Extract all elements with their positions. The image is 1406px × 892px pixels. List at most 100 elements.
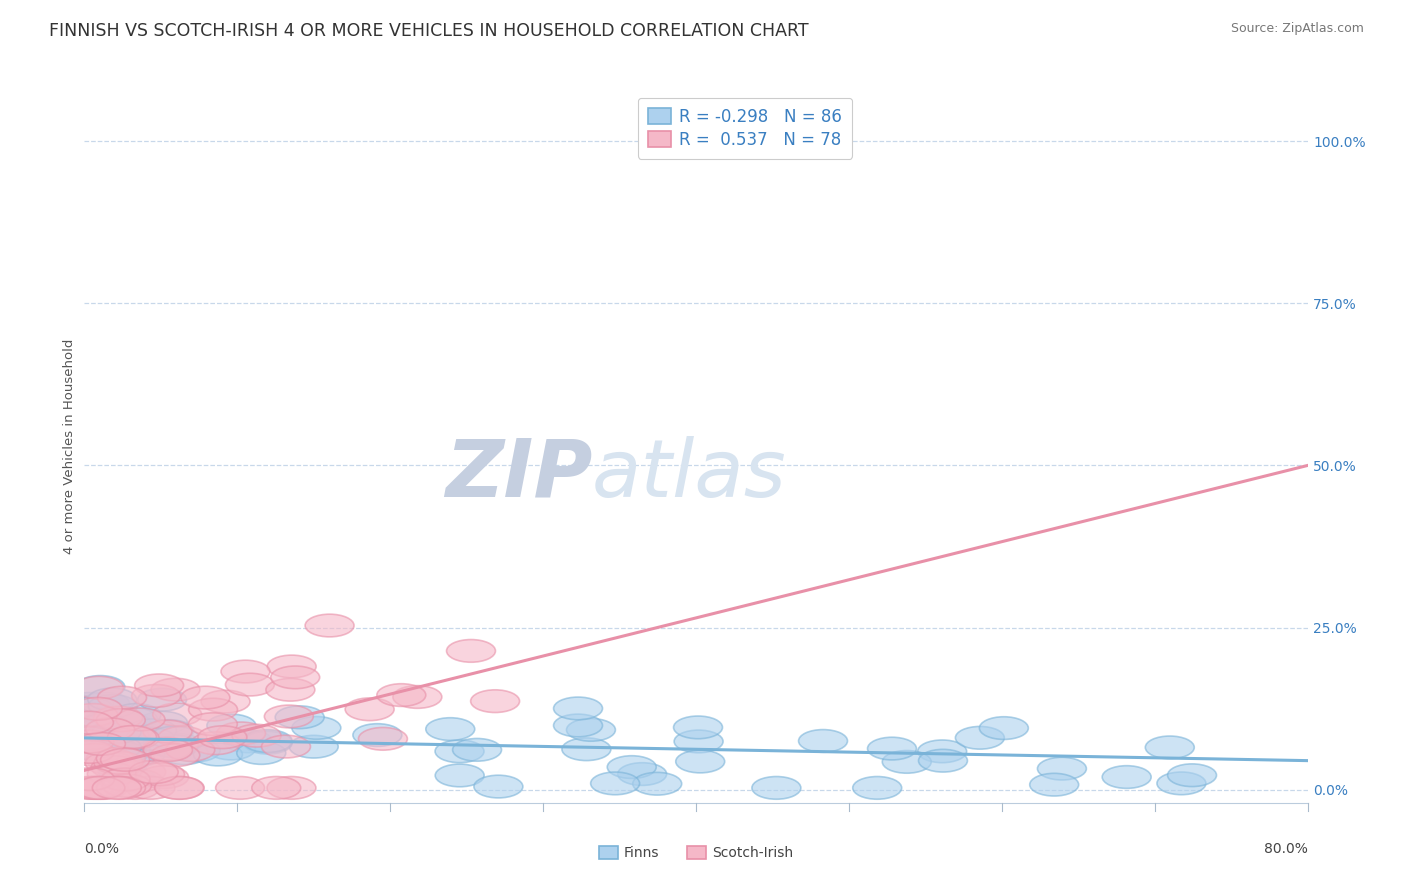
Ellipse shape <box>97 756 146 778</box>
Ellipse shape <box>97 742 146 764</box>
Ellipse shape <box>96 720 143 742</box>
Ellipse shape <box>236 741 285 764</box>
Ellipse shape <box>918 740 967 763</box>
Ellipse shape <box>117 743 165 765</box>
Ellipse shape <box>65 711 114 734</box>
Ellipse shape <box>86 752 134 774</box>
Ellipse shape <box>181 686 229 709</box>
Ellipse shape <box>956 726 1004 749</box>
Ellipse shape <box>266 679 315 701</box>
Ellipse shape <box>93 777 141 799</box>
Ellipse shape <box>172 739 221 762</box>
Ellipse shape <box>799 730 848 752</box>
Ellipse shape <box>188 698 238 721</box>
Ellipse shape <box>75 777 124 799</box>
Ellipse shape <box>69 738 118 760</box>
Ellipse shape <box>152 733 201 756</box>
Ellipse shape <box>86 748 135 771</box>
Legend: Finns, Scotch-Irish: Finns, Scotch-Irish <box>592 839 800 867</box>
Ellipse shape <box>232 724 281 747</box>
Ellipse shape <box>271 666 319 689</box>
Ellipse shape <box>305 615 354 637</box>
Ellipse shape <box>377 683 426 706</box>
Text: Source: ZipAtlas.com: Source: ZipAtlas.com <box>1230 22 1364 36</box>
Ellipse shape <box>224 730 273 753</box>
Ellipse shape <box>89 737 138 760</box>
Y-axis label: 4 or more Vehicles in Household: 4 or more Vehicles in Household <box>63 338 76 554</box>
Ellipse shape <box>434 740 484 763</box>
Ellipse shape <box>76 732 125 756</box>
Ellipse shape <box>353 723 402 747</box>
Text: atlas: atlas <box>592 435 787 514</box>
Ellipse shape <box>91 756 141 779</box>
Ellipse shape <box>143 739 193 762</box>
Ellipse shape <box>107 768 156 790</box>
Ellipse shape <box>276 706 325 729</box>
Ellipse shape <box>80 714 128 737</box>
Ellipse shape <box>110 727 159 749</box>
Ellipse shape <box>89 734 138 756</box>
Ellipse shape <box>153 703 201 726</box>
Ellipse shape <box>221 660 270 683</box>
Ellipse shape <box>129 761 179 783</box>
Ellipse shape <box>264 705 314 728</box>
Ellipse shape <box>426 718 475 740</box>
Ellipse shape <box>66 768 114 790</box>
Ellipse shape <box>79 777 128 799</box>
Ellipse shape <box>554 697 603 720</box>
Ellipse shape <box>225 673 274 696</box>
Ellipse shape <box>127 777 174 799</box>
Ellipse shape <box>101 768 150 790</box>
Ellipse shape <box>591 772 640 795</box>
Ellipse shape <box>392 686 441 708</box>
Ellipse shape <box>65 729 114 751</box>
Ellipse shape <box>65 731 114 753</box>
Ellipse shape <box>155 777 204 799</box>
Ellipse shape <box>1146 736 1194 759</box>
Ellipse shape <box>65 740 114 764</box>
Ellipse shape <box>453 739 502 761</box>
Ellipse shape <box>80 692 129 715</box>
Ellipse shape <box>87 763 136 785</box>
Ellipse shape <box>159 742 208 764</box>
Ellipse shape <box>87 688 136 711</box>
Ellipse shape <box>1167 764 1216 787</box>
Ellipse shape <box>135 674 184 697</box>
Ellipse shape <box>69 777 118 799</box>
Ellipse shape <box>86 718 135 740</box>
Ellipse shape <box>1038 757 1087 780</box>
Ellipse shape <box>617 763 666 785</box>
Ellipse shape <box>980 717 1028 739</box>
Ellipse shape <box>436 764 484 787</box>
Ellipse shape <box>132 684 180 707</box>
Ellipse shape <box>101 748 149 772</box>
Ellipse shape <box>142 738 191 760</box>
Ellipse shape <box>562 738 610 761</box>
Ellipse shape <box>292 716 340 739</box>
Ellipse shape <box>262 735 311 758</box>
Ellipse shape <box>138 689 187 711</box>
Ellipse shape <box>676 750 724 772</box>
Ellipse shape <box>201 690 250 713</box>
Ellipse shape <box>1157 772 1206 795</box>
Ellipse shape <box>89 695 138 717</box>
Ellipse shape <box>103 748 152 771</box>
Ellipse shape <box>91 721 141 743</box>
Ellipse shape <box>100 723 149 747</box>
Ellipse shape <box>217 722 266 745</box>
Ellipse shape <box>128 719 176 741</box>
Ellipse shape <box>207 737 256 760</box>
Ellipse shape <box>207 714 256 737</box>
Ellipse shape <box>93 736 142 759</box>
Ellipse shape <box>567 719 616 741</box>
Ellipse shape <box>145 720 194 742</box>
Ellipse shape <box>166 739 215 761</box>
Ellipse shape <box>883 750 931 773</box>
Ellipse shape <box>150 726 198 749</box>
Ellipse shape <box>65 777 114 799</box>
Ellipse shape <box>215 777 264 799</box>
Ellipse shape <box>94 706 142 729</box>
Ellipse shape <box>96 709 145 731</box>
Ellipse shape <box>673 716 723 739</box>
Ellipse shape <box>188 713 238 736</box>
